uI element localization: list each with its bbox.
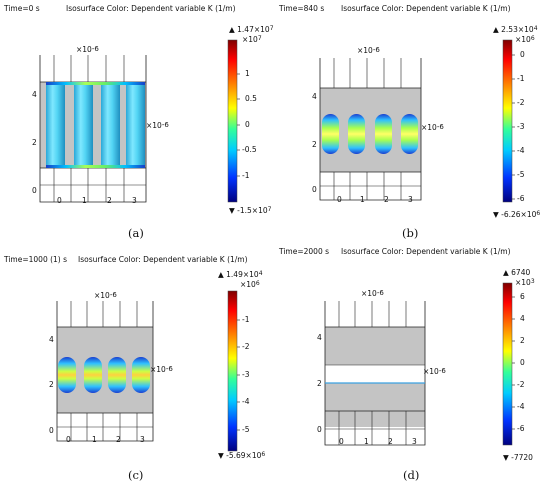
y-scale-label: ×10 -6 [423, 367, 446, 376]
colorbar-tick: 4 [520, 314, 525, 323]
colorbar-tick: -4 [242, 397, 250, 406]
x-tick: 1 [92, 435, 97, 444]
plot-graphic [39, 39, 240, 203]
colorbar-tick: -1 [242, 171, 250, 180]
panel-a: Time=0 s Isosurface Color: Dependent var… [0, 0, 275, 243]
colorbar-tick: -0.5 [242, 145, 257, 154]
plot-graphic [319, 39, 515, 203]
y-tick: 2 [312, 140, 317, 149]
x-scale-label: ×10 -6 [76, 45, 99, 54]
colorbar-tick: -2 [517, 98, 525, 107]
colorbar-tick: 0 [520, 358, 525, 367]
colorbar-tick: 0 [245, 120, 250, 129]
colorbar-tick: -4 [517, 146, 525, 155]
x-tick: 3 [412, 437, 417, 446]
y-tick: 4 [317, 333, 322, 342]
y-tick: 0 [312, 185, 317, 194]
colorbar-tick: -5 [242, 425, 250, 434]
time-label: Time=1000 (1) s [4, 255, 68, 264]
panel-c: Time=1000 (1) s Isosurface Color: Depend… [0, 243, 275, 486]
colorbar-tick: -5 [517, 170, 525, 179]
panel-d: Time=2000 s Isosurface Color: Dependent … [275, 243, 550, 486]
y-tick: 0 [32, 186, 37, 195]
colorbar-tick: -3 [242, 370, 250, 379]
time-label: Time=2000 s [279, 247, 330, 256]
y-scale-label: ×10 -6 [150, 365, 173, 374]
panel-caption: (b) [402, 226, 419, 240]
x-tick: 0 [339, 437, 344, 446]
x-tick: 0 [66, 435, 71, 444]
y-tick: 0 [49, 426, 54, 435]
colorbar-min: ▼ -6.26×10 6 [493, 210, 541, 219]
x-tick: 2 [388, 437, 393, 446]
panel-caption: (d) [403, 468, 420, 482]
y-scale-label: ×10 -6 [146, 121, 169, 130]
x-tick: 2 [116, 435, 121, 444]
colorbar-min: ▼ -5.69×10 6 [218, 451, 266, 460]
x-tick: 3 [408, 195, 413, 204]
x-tick: 2 [107, 196, 112, 205]
colorbar-min: ▼ -1.5×10 7 [229, 206, 272, 215]
colorbar-max: ▲ 2.53×10 4 [493, 25, 538, 34]
colorbar-tick: 1 [245, 69, 250, 78]
y-tick: 4 [312, 92, 317, 101]
panel-b: Time=840 s Isosurface Color: Dependent v… [275, 0, 550, 243]
isosurface-label: Isosurface Color: Dependent variable K (… [341, 4, 511, 13]
x-tick: 1 [360, 195, 365, 204]
y-scale-label: ×10 -6 [421, 123, 444, 132]
isosurface-label: Isosurface Color: Dependent variable K (… [66, 4, 236, 13]
y-tick: 2 [317, 379, 322, 388]
x-scale-label: ×10 -6 [361, 289, 384, 298]
colorbar-max: ▲ 6740 [503, 268, 531, 277]
isosurface-label: Isosurface Color: Dependent variable K (… [78, 255, 248, 264]
x-tick: 1 [82, 196, 87, 205]
colorbar-scale: ×10 7 [242, 35, 262, 44]
colorbar-tick: -6 [517, 424, 525, 433]
x-tick: 3 [132, 196, 137, 205]
isosurface-label: Isosurface Color: Dependent variable K (… [341, 247, 511, 256]
y-tick: 2 [32, 138, 37, 147]
y-tick: 2 [49, 380, 54, 389]
y-tick: 0 [317, 425, 322, 434]
x-tick: 0 [337, 195, 342, 204]
plot-graphic [56, 290, 240, 452]
y-tick: 4 [32, 90, 37, 99]
colorbar-tick: 0.5 [245, 94, 257, 103]
x-tick: 3 [140, 435, 145, 444]
colorbar-tick: -6 [517, 194, 525, 203]
colorbar-tick: -1 [517, 74, 525, 83]
x-tick: 1 [364, 437, 369, 446]
time-label: Time=0 s [4, 4, 40, 13]
colorbar-min: ▼ -7720 [503, 453, 533, 462]
x-tick: 0 [57, 196, 62, 205]
colorbar-max: ▲ 1.49×10 4 [218, 270, 263, 279]
colorbar-tick: -3 [517, 122, 525, 131]
colorbar-scale: ×10 3 [515, 278, 535, 287]
x-scale-label: ×10 -6 [357, 46, 380, 55]
colorbar-tick: -1 [242, 315, 250, 324]
x-tick: 2 [384, 195, 389, 204]
colorbar-tick: -2 [517, 380, 525, 389]
colorbar-scale: ×10 6 [240, 280, 260, 289]
colorbar-tick: -2 [242, 342, 250, 351]
colorbar-tick: 0 [520, 50, 525, 59]
time-label: Time=840 s [279, 4, 325, 13]
colorbar-tick: 2 [520, 336, 525, 345]
panel-caption: (a) [128, 226, 144, 240]
colorbar-scale: ×10 6 [515, 35, 535, 44]
panel-caption: (c) [128, 468, 144, 482]
colorbar-tick: -4 [517, 402, 525, 411]
x-scale-label: ×10 -6 [94, 291, 117, 300]
colorbar-max: ▲ 1.47×10 7 [229, 25, 274, 34]
y-tick: 4 [49, 335, 54, 344]
colorbar-tick: 6 [520, 292, 525, 301]
plot-graphic [324, 282, 515, 446]
